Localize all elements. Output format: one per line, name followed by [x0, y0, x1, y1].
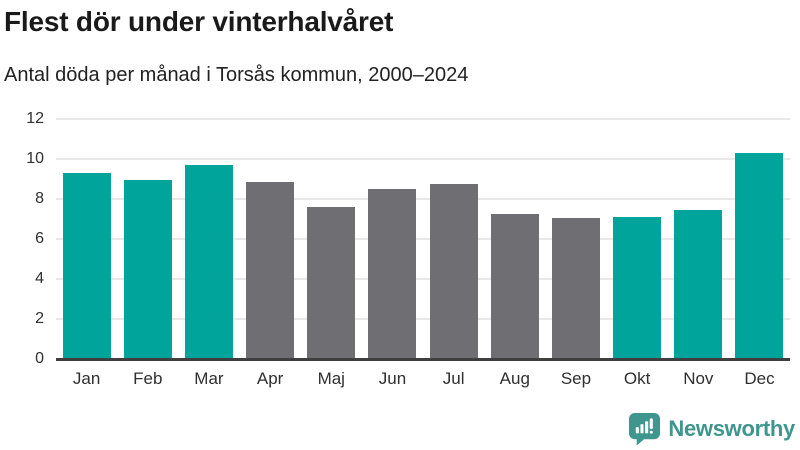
bar-aug — [490, 214, 539, 359]
bar-slot-maj — [301, 119, 362, 359]
bar-nov — [674, 210, 723, 359]
x-tick-label-jan: Jan — [72, 369, 101, 388]
gridline-12 — [56, 118, 790, 120]
x-tick-label-apr: Apr — [256, 369, 284, 388]
y-tick-label-6: 6 — [35, 230, 44, 247]
x-tick-label-nov: Nov — [683, 369, 714, 388]
bar-series — [56, 119, 790, 359]
bar-slot-nov — [668, 119, 729, 359]
x-tick-label-jul: Jul — [442, 369, 465, 388]
x-tick-label-okt: Okt — [623, 369, 651, 388]
bar-slot-sep — [545, 119, 606, 359]
bar-jan — [62, 173, 111, 359]
y-tick-label-2: 2 — [35, 310, 44, 327]
x-tick-label-sep: Sep — [560, 369, 592, 388]
x-axis-labels: Jan Feb Mar Apr Maj Jun Jul Aug Sep Okt Nov Dec — [56, 369, 790, 389]
bar-slot-apr — [240, 119, 301, 359]
y-tick-label-12: 12 — [26, 110, 44, 127]
y-tick-label-0: 0 — [35, 350, 44, 367]
bar-okt — [613, 217, 662, 359]
bar-slot-aug — [484, 119, 545, 359]
bar-slot-jul — [423, 119, 484, 359]
bar-mar — [184, 165, 233, 359]
x-tick-label-dec: Dec — [744, 369, 775, 388]
x-tick-label-jun: Jun — [378, 369, 407, 388]
bar-sep — [551, 218, 600, 359]
bar-jul — [429, 184, 478, 359]
y-tick-label-4: 4 — [35, 270, 44, 287]
bar-maj — [307, 207, 356, 359]
x-tick-label-feb: Feb — [133, 369, 163, 388]
bar-slot-jan — [56, 119, 117, 359]
page-title: Flest dör under vinterhalvåret — [4, 6, 394, 37]
gridline-4 — [56, 278, 790, 280]
y-tick-label-10: 10 — [26, 150, 44, 167]
x-tick-label-aug: Aug — [499, 369, 530, 388]
bar-slot-feb — [117, 119, 178, 359]
bar-slot-mar — [178, 119, 239, 359]
bar-slot-dec — [729, 119, 790, 359]
bar-chart: 0 2 4 6 8 10 12 Jan Feb Mar Apr Maj Jun Jul Aug Sep Okt… — [0, 110, 800, 411]
newsworthy-wordmark: Newsworthy — [668, 416, 795, 441]
bar-apr — [246, 182, 295, 359]
gridline-2 — [56, 318, 790, 320]
plot-area — [56, 118, 790, 361]
bar-slot-okt — [607, 119, 668, 359]
bar-slot-jun — [362, 119, 423, 359]
gridline-10 — [56, 158, 790, 160]
newsworthy-bubble-chart-icon — [629, 412, 661, 446]
page-subtitle: Antal döda per månad i Torsås kommun, 20… — [4, 64, 469, 86]
bar-dec — [735, 153, 784, 359]
y-tick-label-8: 8 — [35, 190, 44, 207]
newsworthy-logo: Newsworthy — [628, 411, 795, 447]
gridline-6 — [56, 238, 790, 240]
x-tick-label-maj: Maj — [317, 369, 345, 388]
bar-feb — [123, 180, 172, 359]
x-tick-label-mar: Mar — [194, 369, 224, 388]
gridline-8 — [56, 198, 790, 200]
bar-jun — [368, 189, 417, 359]
x-axis-line — [56, 358, 790, 361]
